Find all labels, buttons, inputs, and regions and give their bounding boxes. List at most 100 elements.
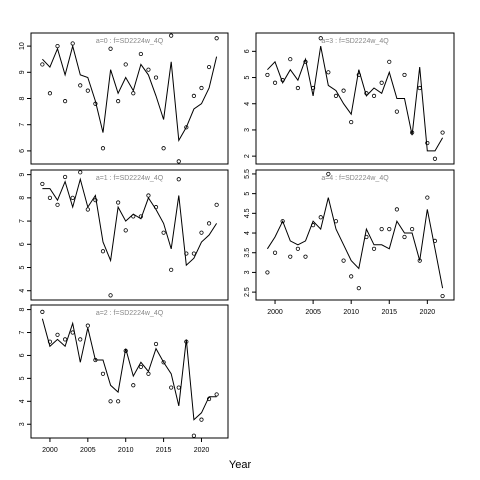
- panel-3-observed-point: [199, 230, 204, 235]
- panel-2-observed-point: [387, 59, 392, 64]
- panel-4-ytick-label: 5.5: [244, 169, 251, 179]
- panel-1-observed-point: [191, 93, 197, 98]
- panel-4-ytick-label: 5: [244, 192, 251, 196]
- panel-4-observed-point: [432, 238, 438, 244]
- panel-3-observed-point: [70, 195, 75, 200]
- panel-2-ytick-label: 3: [244, 128, 251, 132]
- panel-1-observed-point: [161, 146, 166, 151]
- panel-5-observed-point: [131, 383, 136, 388]
- panel-2-observed-point: [371, 93, 377, 98]
- panel-3-observed-point: [169, 267, 174, 272]
- panel-2-observed-point: [440, 130, 445, 135]
- panel-5-observed-point: [108, 399, 113, 404]
- panel-1-observed-point: [85, 88, 90, 93]
- panel-5-observed-point: [161, 360, 166, 365]
- panel-2-observed-point: [394, 109, 399, 114]
- panel-2-observed-point: [295, 85, 300, 91]
- panel-4-observed-point: [387, 226, 392, 232]
- panel-3-observed-point: [62, 174, 68, 180]
- panel-5-observed-point: [116, 399, 121, 404]
- panel-1-observed-point: [70, 41, 75, 46]
- panel-2-observed-point: [364, 91, 369, 96]
- panel-2-ytick-label: 6: [244, 49, 251, 53]
- panel-3-observed-point: [116, 200, 121, 205]
- panel-5-observed-point: [62, 337, 68, 342]
- panel-4-observed-point: [356, 286, 361, 291]
- panel-4-observed-point: [311, 223, 316, 228]
- panel-2-observed-point: [333, 93, 339, 98]
- panel-3-observed-point: [131, 214, 136, 219]
- panel-1-ytick-label: 6: [19, 149, 26, 153]
- panel-3-observed-point: [191, 251, 197, 256]
- panel-2-observed-point: [349, 119, 354, 125]
- panel-1-observed-point: [138, 51, 143, 57]
- panel-3-observed-point: [78, 170, 83, 175]
- panel-3-frame: [30, 169, 229, 301]
- panel-5-observed-point: [47, 339, 53, 344]
- panel-3-observed-point: [55, 202, 60, 207]
- panel-4-observed-point: [265, 270, 270, 275]
- panel-1-observed-point: [40, 62, 45, 67]
- panel-4-title: a=4 : f=SD2224w_4Q: [321, 175, 389, 182]
- panel-4-ytick-label: 4.5: [244, 208, 251, 218]
- panel-4-observed-point: [417, 258, 422, 263]
- panel-4-observed-point: [295, 246, 300, 251]
- panel-1-fit-line: [42, 44, 218, 143]
- panel-1-observed-point: [47, 91, 53, 96]
- panel-2-frame: [255, 32, 455, 165]
- panel-1-observed-point: [153, 75, 159, 80]
- panel-5-observed-point: [55, 332, 60, 337]
- panel-1-observed-point: [55, 43, 60, 49]
- panel-3-observed-point: [47, 195, 53, 200]
- panel-2-ytick-label: 5: [244, 75, 251, 79]
- panel-5-xtick-label: 2010: [118, 447, 134, 454]
- panel-3-fit-line: [42, 177, 218, 267]
- panel-5-xtick-label: 2000: [42, 447, 58, 454]
- panel-2-observed-point: [265, 72, 270, 78]
- panel-3-observed-point: [161, 230, 166, 235]
- panel-5-frame: [30, 304, 229, 439]
- panel-4-ytick-label: 4: [244, 231, 251, 235]
- panel-3-observed-point: [176, 177, 181, 182]
- panel-4-observed-point: [288, 254, 293, 259]
- panel-3-observed-point: [123, 228, 128, 233]
- panel-5-ytick-label: 6: [19, 353, 26, 357]
- panel-2-observed-point: [379, 80, 384, 85]
- panel-2-observed-point: [280, 78, 285, 83]
- panel-2-ytick-label: 4: [244, 102, 251, 106]
- panel-3-ytick-label: 8: [19, 196, 26, 200]
- panel-4-xtick-label: 2000: [267, 309, 283, 316]
- panel-1-title: a=0 : f=SD2224w_4Q: [96, 38, 164, 45]
- panel-4-observed-point: [371, 246, 377, 251]
- panel-3-observed-point: [85, 207, 90, 212]
- panel-5-observed-point: [169, 385, 174, 390]
- panel-3-observed-point: [100, 249, 106, 254]
- panel-3-observed-point: [93, 198, 98, 203]
- panel-5-observed-point: [93, 357, 98, 363]
- panel-2-ytick-label: 2: [244, 154, 251, 158]
- panel-4-observed-point: [333, 219, 339, 224]
- panel-5-observed-point: [191, 433, 197, 438]
- panel-3-ytick-label: 6: [19, 242, 26, 246]
- panel-4-observed-point: [379, 226, 384, 232]
- panel-4-fit-line: [266, 197, 444, 289]
- panel-4-observed-point: [410, 226, 415, 232]
- panel-5-observed-point: [138, 364, 143, 370]
- panel-3-observed-point: [153, 205, 159, 210]
- panel-3-ytick-label: 7: [19, 219, 26, 223]
- panel-2-observed-point: [432, 156, 438, 161]
- panel-3-observed-point: [146, 193, 151, 198]
- panel-2-observed-point: [417, 85, 422, 91]
- panel-4-observed-point: [394, 207, 399, 212]
- panel-2-observed-point: [326, 70, 331, 75]
- panel-4-observed-point: [326, 171, 331, 177]
- panel-5-ytick-label: 4: [19, 399, 26, 403]
- panel-4-observed-point: [402, 234, 407, 240]
- panel-1-observed-point: [78, 83, 83, 88]
- panel-3-title: a=1 : f=SD2224w_4Q: [96, 175, 164, 182]
- panel-1-observed-point: [206, 64, 212, 70]
- panel-1-observed-point: [123, 62, 128, 67]
- panel-3-ytick-label: 5: [19, 265, 26, 269]
- panel-1-observed-point: [199, 85, 204, 91]
